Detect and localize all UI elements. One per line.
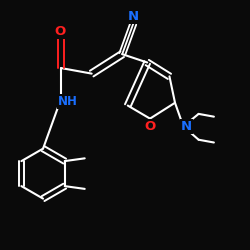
- Text: N: N: [128, 10, 139, 23]
- Text: NH: NH: [58, 95, 78, 108]
- Text: N: N: [181, 120, 192, 133]
- Text: O: O: [54, 25, 65, 38]
- Text: O: O: [144, 120, 156, 133]
